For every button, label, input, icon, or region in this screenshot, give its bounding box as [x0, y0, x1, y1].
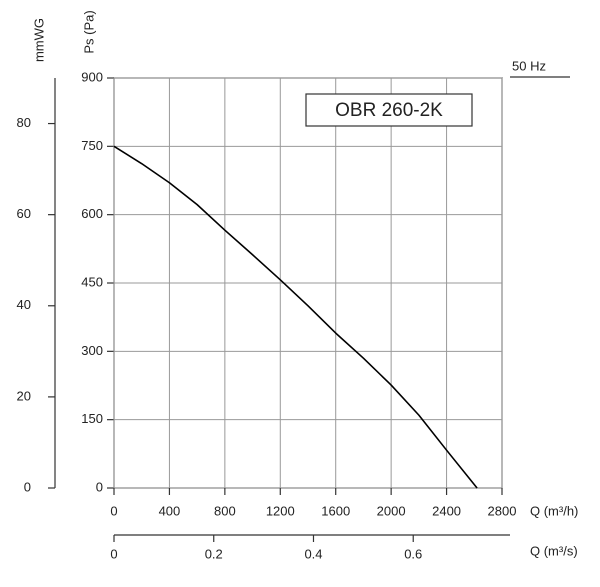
x-tick-label: 1600 — [321, 503, 350, 518]
x-tick-label: 800 — [214, 503, 236, 518]
x-axis-label: Q (m³/h) — [530, 503, 578, 518]
x2-tick-label: 0.2 — [205, 546, 223, 561]
y-tick-label: 450 — [81, 274, 103, 289]
y-axis-label: Ps (Pa) — [81, 10, 96, 53]
x-tick-label: 2400 — [432, 503, 461, 518]
x-tick-label: 400 — [159, 503, 181, 518]
y-tick-label: 600 — [81, 206, 103, 221]
y2-axis-label: mmWG — [31, 18, 46, 62]
y2-tick-label: 0 — [24, 479, 31, 494]
x2-tick-label: 0.4 — [304, 546, 322, 561]
y-tick-label: 0 — [96, 479, 103, 494]
subtitle: 50 Hz — [512, 58, 546, 73]
x2-tick-label: 0.6 — [404, 546, 422, 561]
y2-tick-label: 20 — [17, 388, 31, 403]
y-tick-label: 750 — [81, 138, 103, 153]
x-tick-label: 1200 — [266, 503, 295, 518]
y2-tick-label: 80 — [17, 115, 31, 130]
x2-tick-label: 0 — [110, 546, 117, 561]
chart-title: OBR 260-2K — [335, 100, 443, 121]
y-tick-label: 900 — [81, 69, 103, 84]
y-tick-label: 150 — [81, 411, 103, 426]
curve — [113, 145, 478, 489]
y2-tick-label: 40 — [17, 297, 31, 312]
x-tick-label: 2000 — [377, 503, 406, 518]
y2-tick-label: 60 — [17, 206, 31, 221]
title-box — [305, 93, 473, 127]
y-tick-label: 300 — [81, 343, 103, 358]
x-tick-label: 0 — [110, 503, 117, 518]
x2-axis-label: Q (m³/s) — [530, 543, 578, 558]
x-tick-label: 2800 — [488, 503, 517, 518]
